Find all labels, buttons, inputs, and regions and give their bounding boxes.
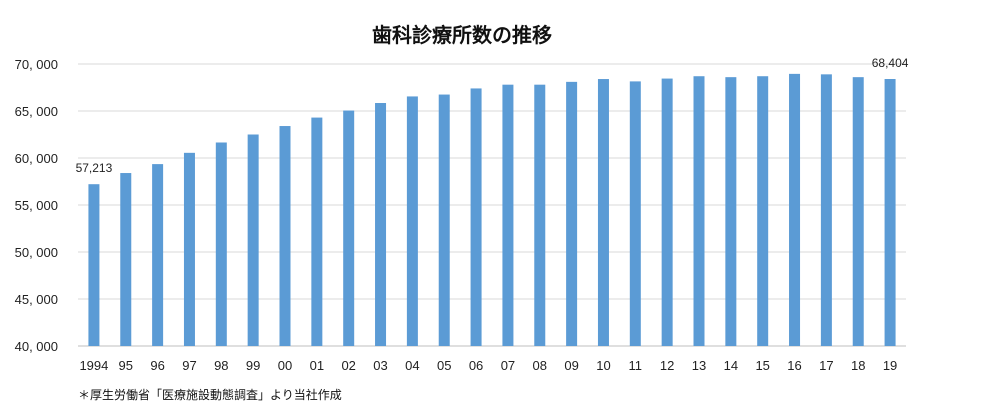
data-label: 57,213 — [76, 161, 113, 175]
x-tick-label: 17 — [819, 358, 833, 373]
x-tick-label: 11 — [629, 358, 643, 373]
y-tick-label: 45, 000 — [15, 292, 58, 307]
x-tick-label: 99 — [246, 358, 260, 373]
x-tick-label: 18 — [851, 358, 865, 373]
chart-title: 歯科診療所数の推移 — [372, 23, 552, 47]
x-tick-label: 15 — [755, 358, 769, 373]
bar — [343, 110, 355, 346]
bar — [152, 164, 164, 346]
bar — [88, 184, 100, 346]
bar — [438, 94, 450, 346]
bar — [470, 88, 482, 346]
y-axis-tick-labels: 40, 000 45, 000 50, 000 55, 000 60, 000 65, 0… — [15, 57, 58, 354]
x-tick-label: 06 — [469, 358, 483, 373]
x-tick-label: 97 — [182, 358, 196, 373]
x-tick-label: 16 — [787, 358, 801, 373]
bar — [884, 79, 896, 346]
bar — [502, 84, 514, 347]
x-tick-label: 19 — [883, 358, 897, 373]
y-tick-label: 65, 000 — [15, 104, 58, 119]
bar — [693, 76, 705, 346]
data-labels: 57,213 68,404 — [76, 56, 909, 175]
bar — [820, 74, 832, 346]
x-tick-label: 09 — [564, 358, 578, 373]
bar — [629, 81, 641, 346]
x-tick-label: 13 — [692, 358, 706, 373]
x-tick-label: 05 — [437, 358, 451, 373]
bars — [88, 73, 896, 347]
x-tick-label: 02 — [341, 358, 355, 373]
x-tick-label: 08 — [533, 358, 547, 373]
bar — [566, 81, 578, 347]
bar — [375, 103, 387, 346]
bar — [757, 76, 769, 346]
x-tick-label: 1994 — [79, 358, 108, 373]
bar — [406, 96, 418, 347]
x-tick-label: 96 — [150, 358, 164, 373]
x-tick-label: 14 — [724, 358, 738, 373]
x-tick-label: 12 — [660, 358, 674, 373]
bar — [247, 134, 259, 346]
x-axis-tick-labels: 1994 95 96 97 98 99 00 01 02 03 04 05 06 07 08 09 10 11 12… — [79, 358, 897, 373]
bar — [725, 77, 737, 346]
bar — [215, 142, 227, 346]
y-tick-label: 55, 000 — [15, 198, 58, 213]
data-label: 68,404 — [872, 56, 909, 70]
x-tick-label: 98 — [214, 358, 228, 373]
x-tick-label: 95 — [119, 358, 133, 373]
bar — [311, 117, 323, 346]
bar — [279, 126, 291, 346]
bar — [661, 78, 673, 346]
bar — [120, 173, 132, 346]
gridlines — [78, 63, 906, 347]
y-tick-label: 40, 000 — [15, 339, 58, 354]
x-tick-label: 04 — [405, 358, 419, 373]
x-tick-label: 10 — [596, 358, 610, 373]
bar — [852, 77, 864, 346]
bar — [183, 152, 195, 346]
source-footnote: ＊厚生労働省「医療施設動態調査」より当社作成 — [78, 388, 342, 402]
y-tick-label: 70, 000 — [15, 57, 58, 72]
bar — [597, 79, 609, 346]
bar — [789, 73, 801, 347]
x-tick-label: 01 — [310, 358, 324, 373]
x-tick-label: 00 — [278, 358, 292, 373]
y-tick-label: 60, 000 — [15, 151, 58, 166]
bar — [534, 84, 546, 347]
x-tick-label: 03 — [373, 358, 387, 373]
x-tick-label: 07 — [501, 358, 515, 373]
y-tick-label: 50, 000 — [15, 245, 58, 260]
